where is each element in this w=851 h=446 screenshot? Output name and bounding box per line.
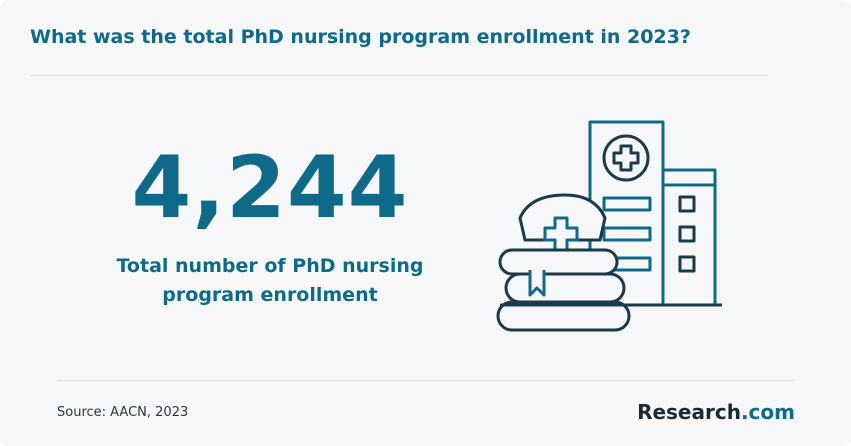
brand-suffix: .com <box>740 400 795 424</box>
source: Source: AACN, 2023 <box>57 405 189 420</box>
divider <box>30 75 768 76</box>
brand: Research.com <box>637 400 795 424</box>
brand-name: Research <box>637 400 741 424</box>
stat-label: Total number of PhD nursing program enro… <box>90 252 450 310</box>
title: What was the total PhD nursing program e… <box>30 26 691 48</box>
divider <box>57 380 795 381</box>
hospital-icon <box>496 120 722 332</box>
stat-value: 4,244 <box>131 138 409 238</box>
label-line: Total number of PhD nursing <box>116 255 424 277</box>
label-line: program enrollment <box>162 284 378 306</box>
